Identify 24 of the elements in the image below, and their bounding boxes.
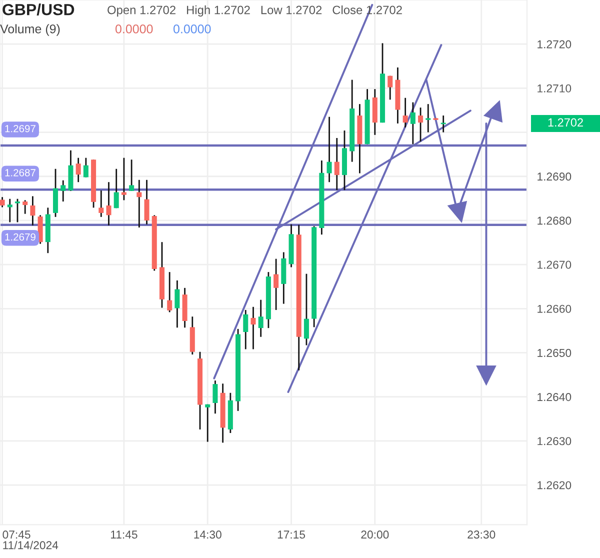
x-tick-label: 17:15: [278, 530, 306, 539]
ref-line-label: 1.2679: [5, 233, 36, 241]
chart-title: GBP/USD: [2, 4, 74, 16]
x-tick-label: 20:00: [361, 530, 389, 539]
y-tick-label: 1.2680: [538, 216, 572, 225]
y-tick-label: 1.2670: [538, 260, 572, 269]
annotation: Volume (9): [0, 24, 60, 36]
y-tick-label: 1.2710: [538, 84, 572, 92]
x-tick-label: 23:30: [468, 530, 496, 539]
x-tick-label: 11:45: [110, 530, 138, 539]
y-tick-label: 1.2690: [538, 172, 572, 181]
x-tick-label: 14:30: [194, 530, 222, 539]
y-tick-label: 1.2630: [538, 437, 572, 446]
y-tick-label: 1.2640: [538, 393, 572, 402]
y-tick-label: 1.2650: [538, 348, 572, 357]
text: 1.2702: [548, 118, 583, 127]
ref-line-label: 1.2687: [5, 169, 36, 176]
x-tick-label: 07:45 11/14/2024: [2, 530, 58, 550]
ref-line-label: 1.2697: [5, 124, 36, 132]
y-tick-label: 1.2720: [538, 40, 572, 48]
y-tick-label: 1.2620: [538, 481, 572, 490]
annotation: 0.0000: [173, 24, 211, 34]
annotation: 0.0000: [115, 24, 153, 34]
y-tick-label: 1.2660: [538, 304, 572, 313]
